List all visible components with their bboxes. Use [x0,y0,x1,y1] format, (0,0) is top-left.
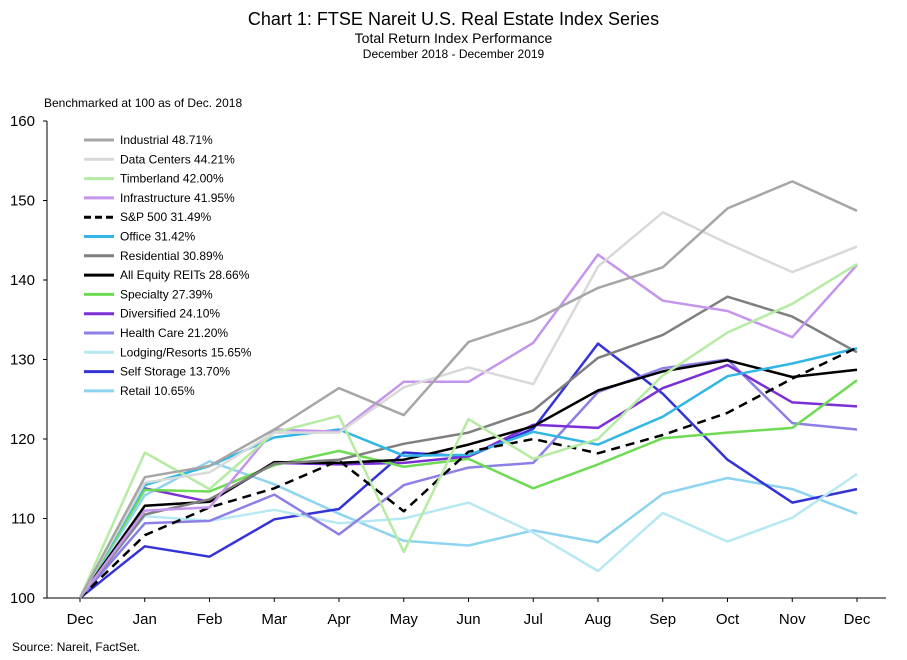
y-tick-label: 140 [10,272,35,289]
legend-label: Data Centers 44.21% [120,152,235,166]
series-line [78,359,858,599]
title-block: Chart 1: FTSE Nareit U.S. Real Estate In… [0,8,907,62]
x-tick-label: Sep [649,611,676,628]
legend-label: S&P 500 31.49% [120,210,212,224]
x-tick-label: Jul [524,611,543,628]
series-line [79,358,858,599]
chart-title: Chart 1: FTSE Nareit U.S. Real Estate In… [247,9,660,29]
x-tick-label: Dec [67,611,94,628]
x-tick-label: Apr [327,611,350,628]
series-line [78,253,858,599]
y-tick-label: 120 [10,431,35,448]
x-tick-label: Mar [261,611,287,628]
legend-label: Office 31.42% [120,230,195,244]
legend-label: Retail 10.65% [120,384,195,398]
legend-label: Diversified 24.10% [120,307,220,321]
legend-label: Timberland 42.00% [120,172,224,186]
legend-label: Infrastructure 41.95% [120,191,235,205]
y-tick-label: 100 [10,590,35,607]
legend-label: Specialty 27.39% [120,287,213,301]
y-tick-label: 110 [11,511,35,528]
x-tick-label: Oct [716,611,740,628]
legend-label: Lodging/Resorts 15.65% [120,345,252,359]
legend-label: Industrial 48.71% [120,133,213,147]
legend-label: All Equity REITs 28.66% [120,268,250,282]
y-tick-label: 160 [10,113,35,130]
series-line [78,211,858,599]
x-tick-label: Feb [197,611,223,628]
legend-label: Residential 30.89% [120,249,224,263]
x-tick-label: Jan [133,611,157,628]
series-line [78,460,858,599]
x-tick-label: Dec [844,611,871,628]
x-tick-label: Nov [779,611,806,628]
series-line [78,379,858,599]
legend-label: Health Care 21.20% [120,326,228,340]
legend-label: Self Storage 13.70% [120,365,230,379]
source-note: Source: Nareit, FactSet. [12,640,141,654]
line-chart: 100 110 120 130 140 150 160 Dec Jan Feb Mar Apr May J… [10,113,886,628]
series-line [79,346,858,599]
y-tick-label: 150 [10,193,35,210]
x-tick-label: May [390,611,419,628]
series-line [79,295,858,599]
chart-subtitle: Total Return Index Performance [354,30,553,46]
chart-date-range: December 2018 - December 2019 [362,47,545,61]
y-tick-label: 130 [10,352,35,369]
series-line [78,263,858,599]
series-line [79,472,858,599]
x-tick-label: Jun [456,611,480,628]
y-axis-label: Benchmarked at 100 as of Dec. 2018 [44,96,243,110]
x-tick-label: Aug [585,611,612,628]
series-line [78,180,858,599]
